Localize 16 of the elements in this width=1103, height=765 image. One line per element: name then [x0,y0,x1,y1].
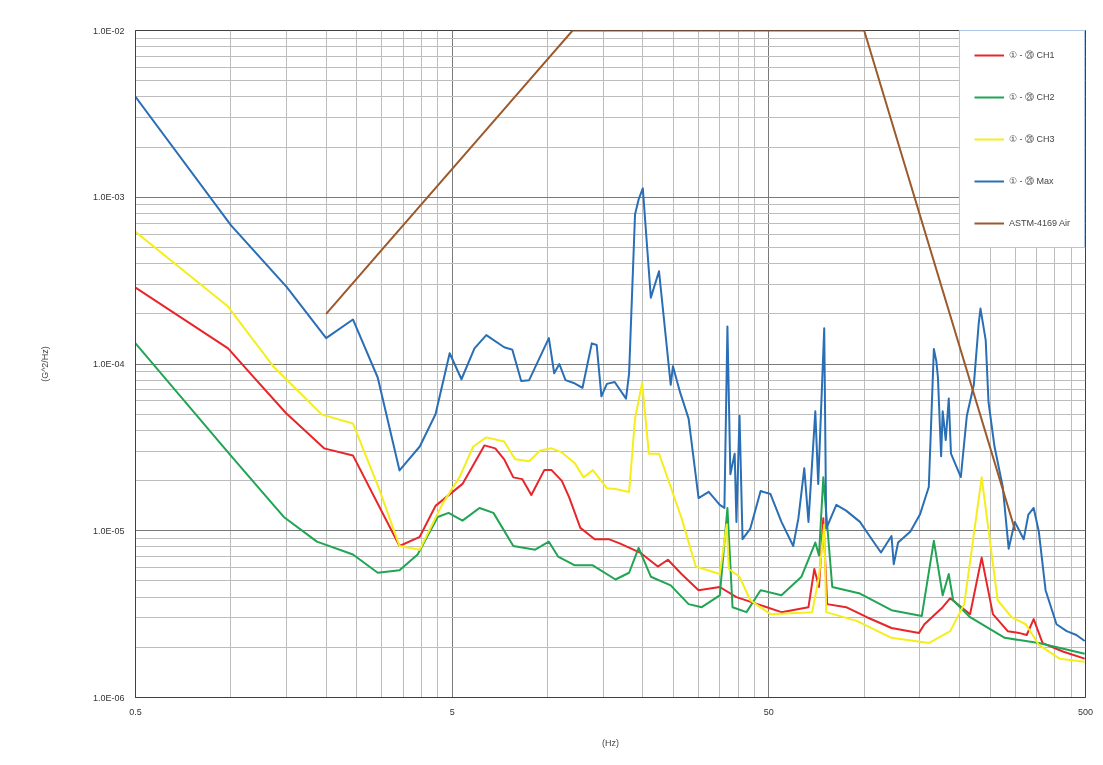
y-tick-label: 1.0E-03 [92,192,125,203]
x-tick-label: 0.5 [129,706,142,717]
y-axis-title: (G^2/Hz) [39,346,50,382]
x-axis-title: (Hz) [602,737,619,748]
y-tick-label: 1.0E-05 [92,525,125,536]
y-tick-label: 1.0E-02 [92,25,125,36]
x-tick-label: 5 [449,706,455,717]
x-tick-label: 50 [763,706,774,717]
y-tick-label: 1.0E-04 [92,359,125,369]
legend-label: ASTM-4169 Air [1008,218,1070,228]
legend-label: ① - ⑳ CH3 [1008,132,1055,146]
legend-label: ① - ⑳ CH1 [1008,48,1055,62]
y-tick-label: 1.0E-06 [92,692,125,703]
x-tick-label: 500 [1077,706,1094,717]
legend-label: ① - ⑳ Max [1008,174,1054,188]
legend-label: ① - ⑳ CH2 [1008,90,1055,104]
